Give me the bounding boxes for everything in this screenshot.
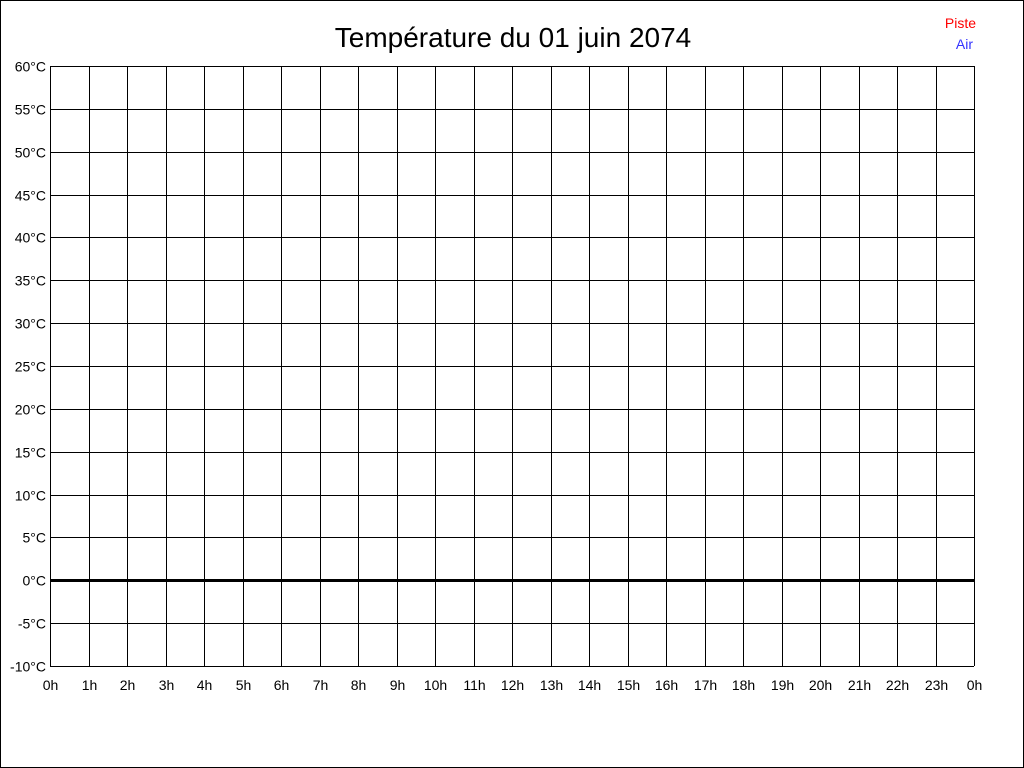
legend-piste: Piste bbox=[945, 15, 976, 31]
x-tick-label: 19h bbox=[771, 677, 794, 693]
x-tick-label: 8h bbox=[351, 677, 367, 693]
y-tick-label: 45°C bbox=[15, 188, 46, 204]
x-tick-label: 4h bbox=[197, 677, 213, 693]
y-tick-label: 5°C bbox=[23, 530, 47, 546]
x-tick-label: 23h bbox=[925, 677, 948, 693]
y-tick-label: 0°C bbox=[23, 573, 47, 589]
y-tick-label: 30°C bbox=[15, 316, 46, 332]
x-tick-label: 16h bbox=[655, 677, 678, 693]
x-tick-label: 9h bbox=[390, 677, 406, 693]
x-tick-label: 3h bbox=[159, 677, 175, 693]
x-tick-label: 17h bbox=[694, 677, 717, 693]
x-tick-label: 10h bbox=[424, 677, 447, 693]
x-tick-label: 18h bbox=[732, 677, 755, 693]
y-tick-label: 20°C bbox=[15, 402, 46, 418]
y-tick-label: 35°C bbox=[15, 273, 46, 289]
y-tick-label: 55°C bbox=[15, 102, 46, 118]
y-tick-label: -5°C bbox=[18, 616, 46, 632]
x-tick-label: 11h bbox=[463, 677, 485, 693]
y-tick-label: -10°C bbox=[10, 659, 46, 675]
x-tick-label: 0h bbox=[43, 677, 59, 693]
x-tick-label: 21h bbox=[848, 677, 871, 693]
x-tick-label: 22h bbox=[886, 677, 909, 693]
y-tick-label: 60°C bbox=[15, 59, 46, 75]
x-tick-label: 6h bbox=[274, 677, 290, 693]
legend-air: Air bbox=[956, 36, 973, 52]
y-tick-label: 10°C bbox=[15, 488, 46, 504]
y-tick-label: 40°C bbox=[15, 230, 46, 246]
x-tick-label: 1h bbox=[82, 677, 98, 693]
x-tick-label: 12h bbox=[501, 677, 524, 693]
x-tick-label: 14h bbox=[578, 677, 601, 693]
y-tick-label: 25°C bbox=[15, 359, 46, 375]
x-tick-label: 7h bbox=[313, 677, 329, 693]
y-tick-label: 15°C bbox=[15, 445, 46, 461]
x-tick-label: 5h bbox=[236, 677, 252, 693]
x-tick-label: 13h bbox=[540, 677, 563, 693]
x-tick-label: 20h bbox=[809, 677, 832, 693]
x-tick-label: 2h bbox=[120, 677, 136, 693]
x-tick-label: 0h bbox=[967, 677, 983, 693]
y-tick-label: 50°C bbox=[15, 145, 46, 161]
chart-title: Température du 01 juin 2074 bbox=[335, 22, 691, 53]
x-tick-label: 15h bbox=[617, 677, 640, 693]
